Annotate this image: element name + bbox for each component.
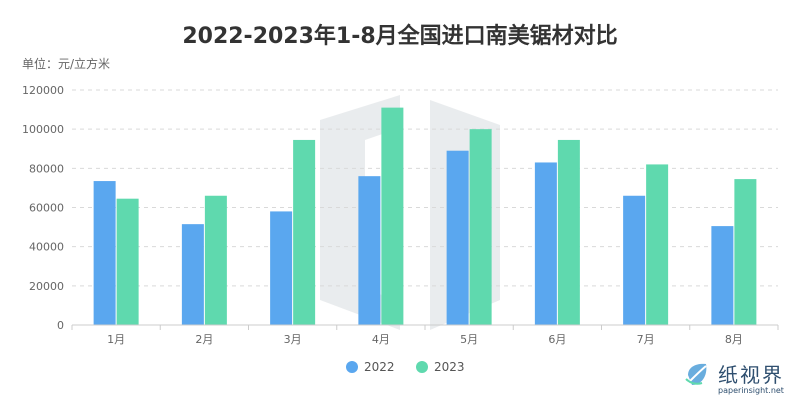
- y-tick-label: 60000: [29, 202, 64, 215]
- y-tick-label: 0: [57, 319, 64, 332]
- y-tick-label: 40000: [29, 241, 64, 254]
- legend-label-2022: 2022: [364, 360, 395, 374]
- bar-2023-1: [116, 198, 139, 325]
- x-tick-label: 6月: [548, 333, 566, 346]
- bar-2023-8: [734, 179, 757, 325]
- y-tick-label: 100000: [22, 123, 64, 136]
- bar-2022-3: [270, 211, 293, 325]
- bar-2022-4: [358, 176, 381, 325]
- unit-label: 单位：元/立方米: [22, 57, 111, 71]
- bar-2022-5: [446, 150, 469, 325]
- watermark-url: paperinsight.net: [718, 386, 784, 395]
- bar-2022-1: [93, 181, 116, 325]
- x-tick-label: 2月: [195, 333, 213, 346]
- watermark-name: 纸视界: [718, 363, 784, 387]
- x-tick-label: 1月: [107, 333, 125, 346]
- y-tick-label: 80000: [29, 162, 64, 175]
- leaf-logo-icon: [685, 363, 707, 385]
- bar-2023-6: [557, 139, 580, 325]
- site-watermark: 纸视界 paperinsight.net: [685, 359, 784, 395]
- bar-2022-8: [711, 226, 734, 325]
- bar-2023-3: [293, 139, 316, 325]
- bar-2022-6: [534, 162, 557, 325]
- bar-2023-5: [469, 129, 492, 325]
- bar-2022-2: [181, 224, 204, 325]
- chart-title: 2022-2023年1-8月全国进口南美锯材对比: [182, 24, 618, 49]
- x-tick-label: 7月: [637, 333, 655, 346]
- legend-marker-2022: [346, 361, 358, 373]
- bar-2023-7: [646, 164, 669, 325]
- bar-2023-4: [381, 107, 404, 325]
- bar-2023-2: [204, 195, 227, 325]
- y-tick-label: 20000: [29, 280, 64, 293]
- y-tick-label: 120000: [22, 84, 64, 97]
- x-tick-label: 8月: [725, 333, 743, 346]
- x-tick-label: 3月: [284, 333, 302, 346]
- legend-marker-2023: [416, 361, 428, 373]
- x-tick-label: 5月: [460, 333, 478, 346]
- bar-2022-7: [623, 195, 646, 325]
- legend-label-2023: 2023: [434, 360, 465, 374]
- x-tick-label: 4月: [372, 333, 390, 346]
